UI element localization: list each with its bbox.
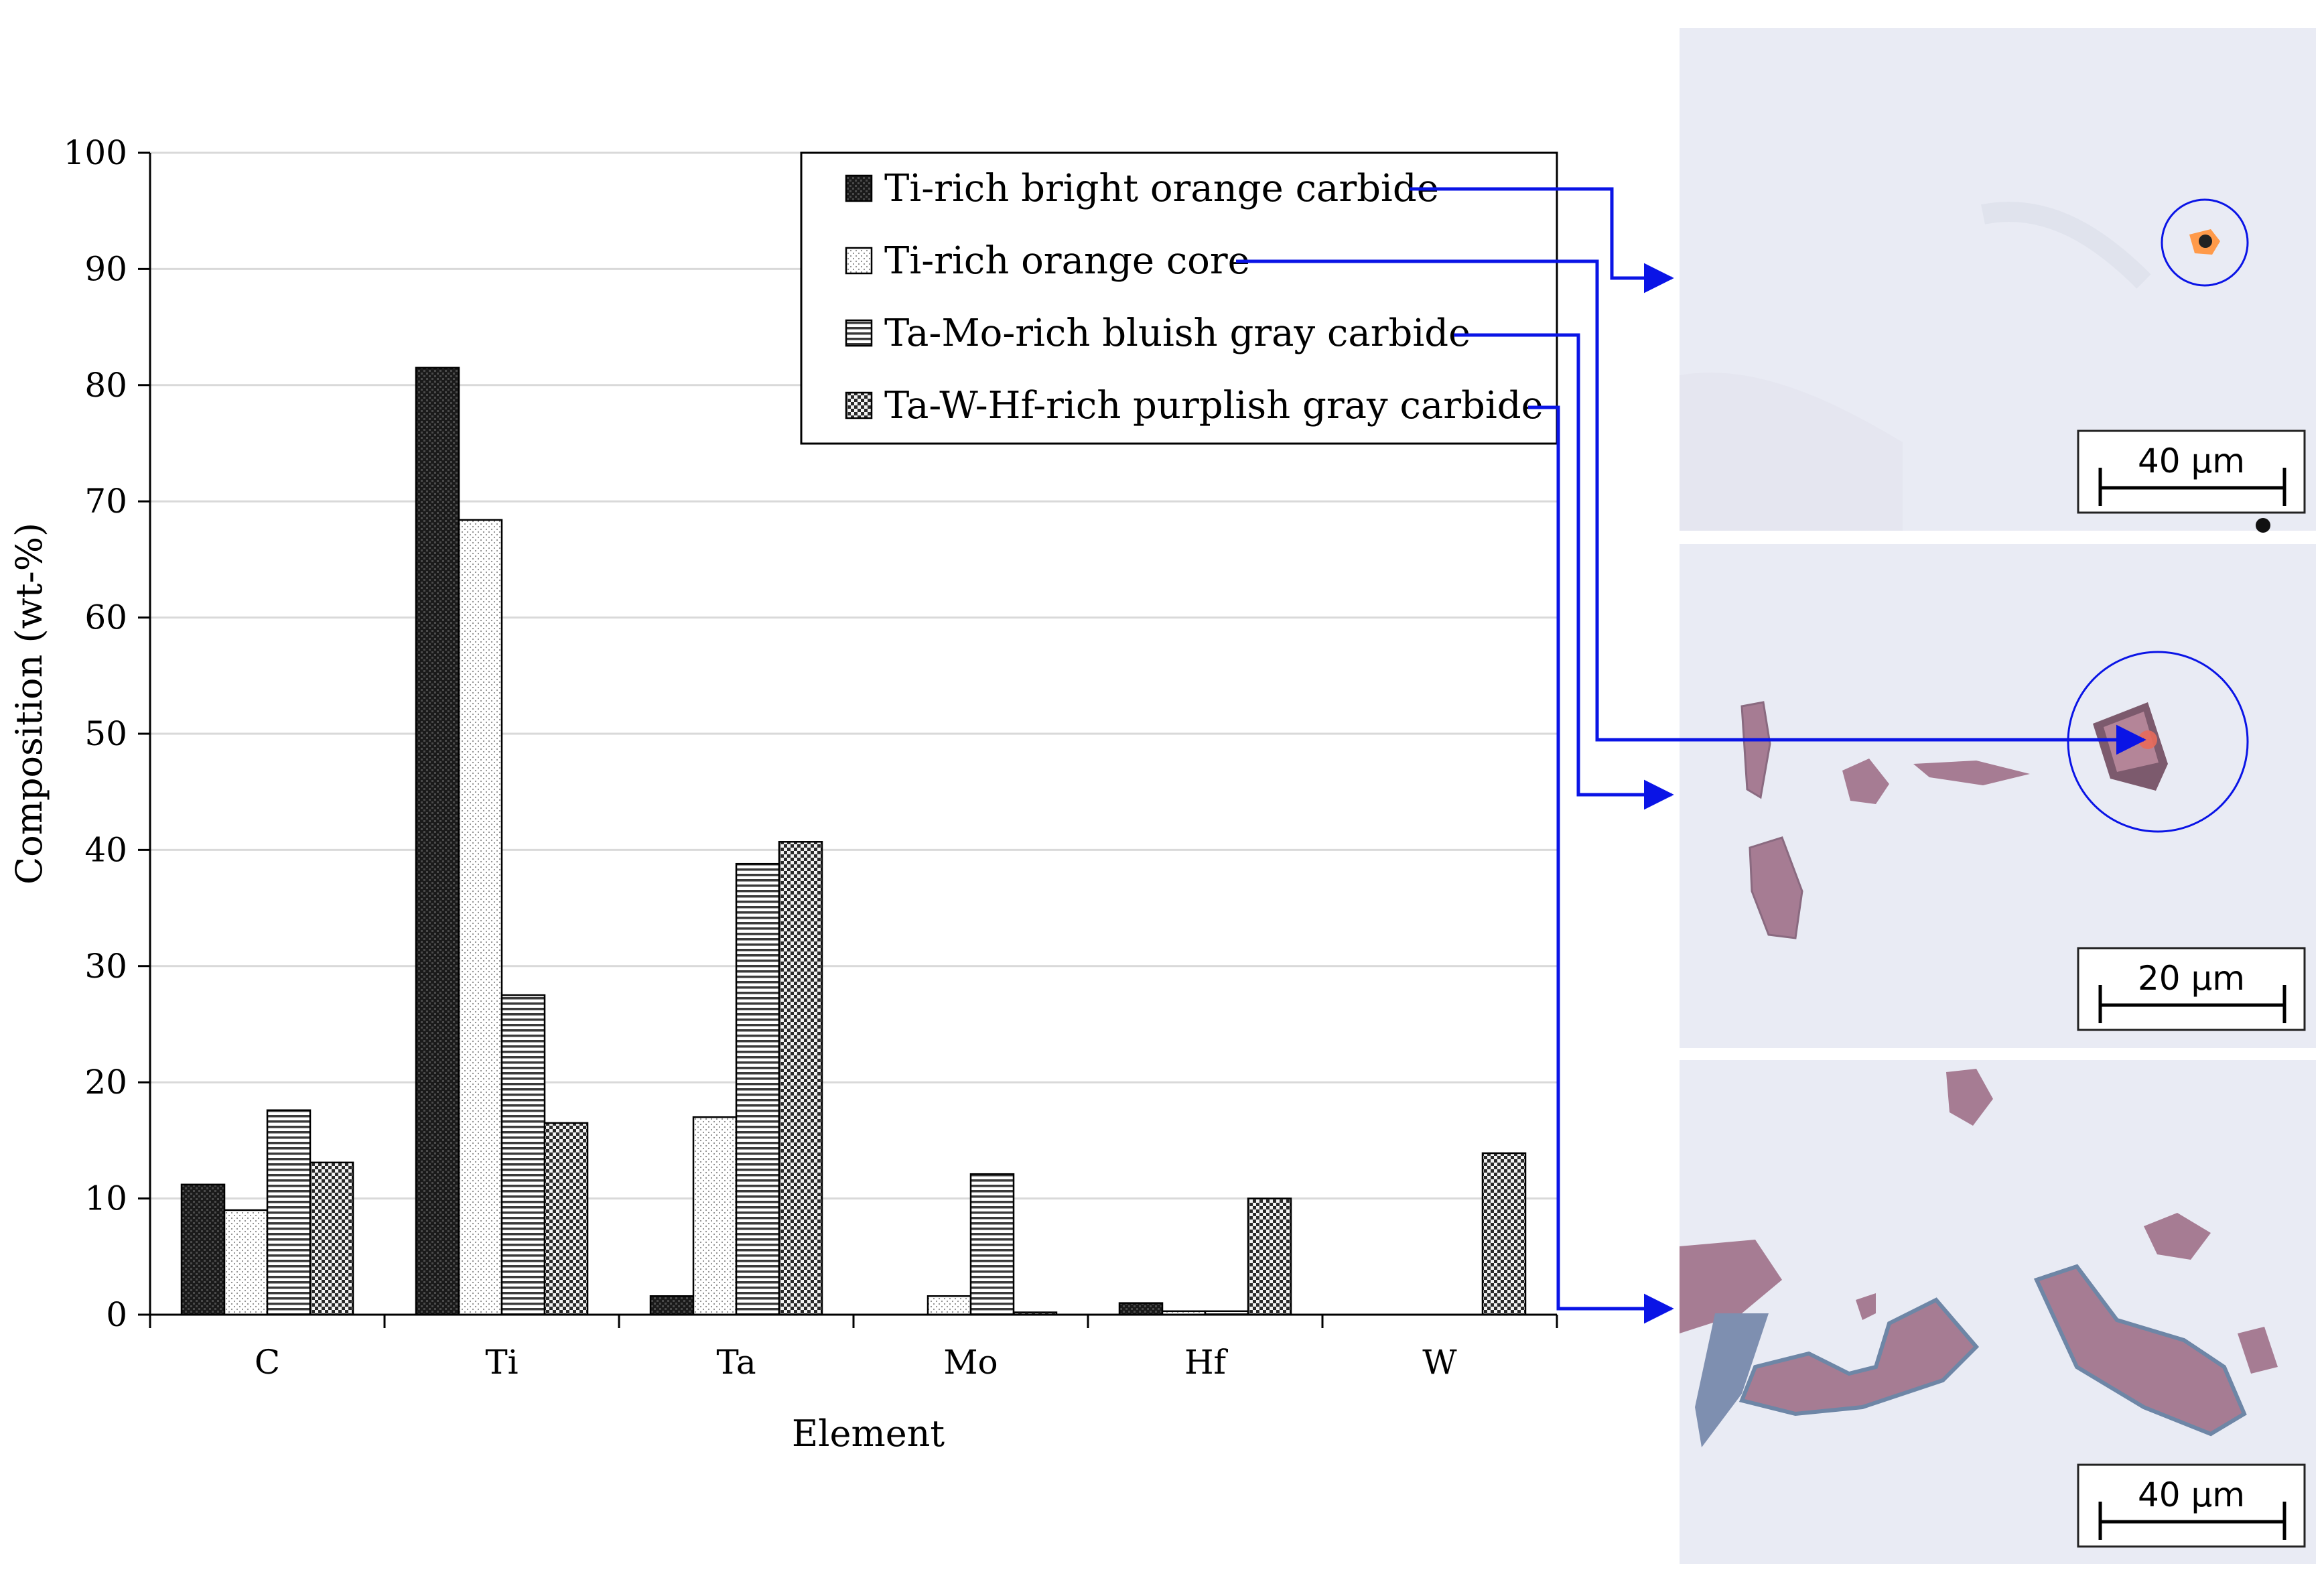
- bar-mo-series-3: [969, 1173, 1015, 1316]
- legend: Ti-rich bright orange carbide Ti-rich ora…: [800, 151, 1558, 445]
- scale-bar-label: 20 µm: [2138, 959, 2245, 998]
- bar-ta-series-4: [778, 841, 823, 1316]
- legend-label-2: Ti-rich orange core: [884, 239, 1250, 283]
- y-tick-label: 30: [84, 947, 127, 986]
- bar-ta-series-1: [649, 1295, 695, 1316]
- legend-swatch-1: [845, 174, 873, 202]
- bar-ta-series-3: [735, 862, 780, 1316]
- micrograph-panel-1: 40 µm: [1680, 28, 2316, 533]
- bar-ti-series-4: [543, 1122, 589, 1316]
- micrograph-panels: 40 µm 20 µm: [1680, 28, 2316, 1564]
- bar-mo-series-2: [927, 1295, 972, 1316]
- micrograph-panel-3: 40 µm: [1680, 1060, 2316, 1564]
- legend-label-3: Ta-Mo-rich bluish gray carbide: [884, 312, 1471, 355]
- scale-bar-3: 40 µm: [2077, 1463, 2306, 1548]
- y-tick-label: 80: [84, 366, 127, 405]
- connector-purplish-gray-carbide: [1528, 405, 1674, 1324]
- legend-label-1: Ti-rich bright orange carbide: [884, 167, 1439, 210]
- y-axis-title: Composition (wt-%): [8, 523, 50, 884]
- bar-c-series-1: [180, 1183, 226, 1316]
- bar-w-series-4: [1481, 1152, 1527, 1316]
- x-tick-label-hf: Hf: [1184, 1343, 1229, 1382]
- bar-ti-series-1: [415, 367, 460, 1316]
- legend-label-4: Ta-W-Hf-rich purplish gray carbide: [884, 384, 1544, 428]
- y-axis-ticks: 0 10 20 30 40 50 60 70 80 90 100: [64, 133, 150, 1334]
- legend-swatch-3: [845, 319, 873, 347]
- legend-swatch-2: [845, 247, 873, 275]
- scale-bar-1: 40 µm: [2077, 430, 2306, 514]
- bar-ta-series-2: [692, 1116, 738, 1316]
- x-tick-label-ti: Ti: [485, 1343, 518, 1382]
- y-tick-label: 50: [84, 714, 127, 753]
- y-tick-label: 90: [84, 249, 127, 288]
- bars: [180, 367, 1527, 1316]
- legend-connectors: [1236, 187, 2146, 1324]
- x-tick-label-mo: Mo: [943, 1343, 998, 1382]
- legend-box: [800, 151, 1558, 445]
- connector-orange-core: [1236, 259, 2146, 755]
- highlight-circle: [2161, 198, 2249, 287]
- bar-hf-series-4: [1247, 1197, 1292, 1316]
- y-tick-label: 0: [106, 1295, 127, 1334]
- orange-carbide-particle: [2189, 229, 2220, 255]
- connector-bright-orange-carbide: [1410, 187, 1674, 293]
- legend-swatch-4: [845, 391, 873, 419]
- bar-ti-series-3: [500, 994, 546, 1316]
- bar-c-series-3: [266, 1109, 312, 1316]
- bar-chart: 0 10 20 30 40 50 60 70 80 90 100 C Ti Ta Mo Hf W Compos…: [8, 133, 1558, 1455]
- y-tick-label: 100: [64, 133, 127, 172]
- x-tick-label-w: W: [1422, 1343, 1457, 1382]
- bar-ti-series-2: [458, 519, 503, 1316]
- scale-bar-label: 40 µm: [2138, 442, 2245, 480]
- y-tick-label: 60: [84, 598, 127, 637]
- x-axis-title: Element: [792, 1413, 945, 1455]
- micrograph-panel-2: 20 µm: [1680, 544, 2316, 1048]
- bar-hf-series-1: [1118, 1302, 1164, 1316]
- y-tick-label: 20: [84, 1063, 127, 1102]
- y-tick-label: 10: [84, 1179, 127, 1218]
- scale-bar-label: 40 µm: [2138, 1475, 2245, 1514]
- x-tick-label-c: C: [255, 1343, 280, 1382]
- x-tick-label-ta: Ta: [716, 1343, 756, 1382]
- highlight-circle: [2067, 651, 2249, 833]
- connector-bluish-gray-carbide: [1454, 333, 1674, 810]
- y-tick-label: 70: [84, 482, 127, 521]
- x-axis-ticks: C Ti Ta Mo Hf W: [149, 1315, 1558, 1382]
- y-tick-label: 40: [84, 830, 127, 869]
- scale-bar-2: 20 µm: [2077, 947, 2306, 1031]
- bar-c-series-4: [309, 1161, 354, 1316]
- bar-c-series-2: [223, 1209, 269, 1316]
